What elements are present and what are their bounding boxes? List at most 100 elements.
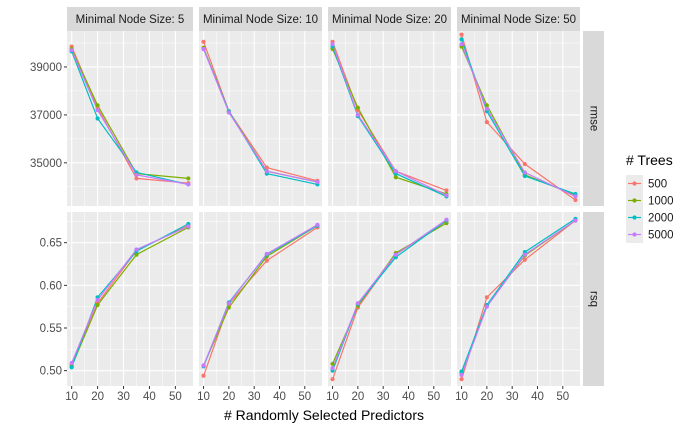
series-line-5000 [332,43,447,196]
legend: # Trees 500 1000 2000 5000 [626,152,674,243]
y-tick-label: 0.65 [40,238,62,250]
legend-key-point [632,198,637,203]
panel-rmse-3 [328,31,451,206]
data-point [330,377,335,382]
panel-rsq-4 [457,212,580,386]
data-point [459,369,464,374]
data-point [573,197,578,203]
data-point [484,106,489,112]
data-point [484,103,489,108]
y-tick-label: 0.60 [40,280,62,292]
facet-strips: rmse rsq Minimal Node Size: 5 Minimal Node … [67,7,604,386]
data-point [393,175,398,180]
data-point [186,182,191,187]
data-point [95,297,100,302]
column-strip [67,7,193,31]
panel-rmse-2 [199,31,322,206]
legend-label: 500 [648,179,667,191]
panel-rmse-4 [457,31,580,206]
data-point [264,165,269,170]
data-point [201,46,206,52]
legend-key-point [632,181,637,186]
series-line-5000 [332,219,447,369]
data-point [522,252,527,257]
legend-key-point [632,215,637,220]
data-point [201,373,206,378]
legend-item: 2000 [626,209,674,226]
series-line-1000 [71,48,189,179]
row-strip [583,212,604,386]
data-point [459,377,464,382]
panel-rsq-2 [199,212,322,386]
data-point [355,105,360,110]
x-tick-label: 40 [143,391,156,403]
series-line-1000 [203,225,318,366]
panel-background [199,31,322,206]
series-line-500 [332,41,447,191]
column-strip-label: Minimal Node Size: 5 [76,14,185,26]
row-strip-label: rsq [588,291,600,307]
panel-background [457,212,580,386]
x-tick-label: 50 [298,391,311,403]
data-point [444,188,449,193]
series-line-5000 [71,49,189,185]
y-tick-label: 35000 [30,158,62,170]
data-point [95,302,100,308]
data-point [459,42,464,47]
x-tick-label: 20 [351,391,364,403]
data-point [226,110,231,115]
data-point [186,176,191,181]
axes-layer: 35000 37000 39000 10 20 30 40 50 0.50 0.55 0.60 0.6… [30,62,569,403]
data-point [444,217,449,222]
data-point [186,224,191,229]
series-line-500 [203,41,318,182]
panel-background [67,31,193,206]
data-point [226,305,231,310]
data-point [330,42,335,47]
data-point [522,170,527,175]
column-strip [457,7,580,31]
x-tick-label: 30 [377,391,390,403]
data-point [134,176,139,181]
column-strip-label: Minimal Node Size: 10 [203,14,318,26]
x-tick-label: 30 [117,391,130,403]
legend-label: 2000 [648,213,674,225]
data-point [484,119,489,125]
data-point [444,193,449,198]
series-line-2000 [332,46,447,197]
panels-layer [67,31,580,386]
x-tick-label: 40 [273,391,286,403]
x-tick-label: 10 [65,391,78,403]
data-point [134,172,139,177]
data-point [264,258,269,263]
data-point [484,295,489,300]
series-line-5000 [71,225,189,364]
panel-background [67,212,193,386]
y-tick-label: 0.50 [40,366,62,378]
panel-background [328,212,451,386]
row-strip-label: rmse [588,106,600,132]
data-point [522,257,527,262]
row-strip [583,31,604,206]
legend-item: 1000 [626,192,674,209]
panel-rsq-1 [67,212,193,386]
legend-label: 1000 [648,196,674,208]
x-tick-label: 10 [455,391,468,403]
data-point [459,372,464,378]
x-tick-label: 20 [91,391,104,403]
data-point [315,222,320,227]
x-tick-label: 50 [169,391,182,403]
data-point [201,39,206,44]
data-point [315,179,320,185]
data-point [393,169,398,174]
legend-title: # Trees [626,152,673,168]
legend-item: 5000 [626,226,674,243]
x-tick-label: 50 [556,391,569,403]
series-line-1000 [71,226,189,367]
data-point [95,108,100,113]
series-line-5000 [203,48,318,183]
data-point [226,301,231,306]
data-point [522,161,527,167]
